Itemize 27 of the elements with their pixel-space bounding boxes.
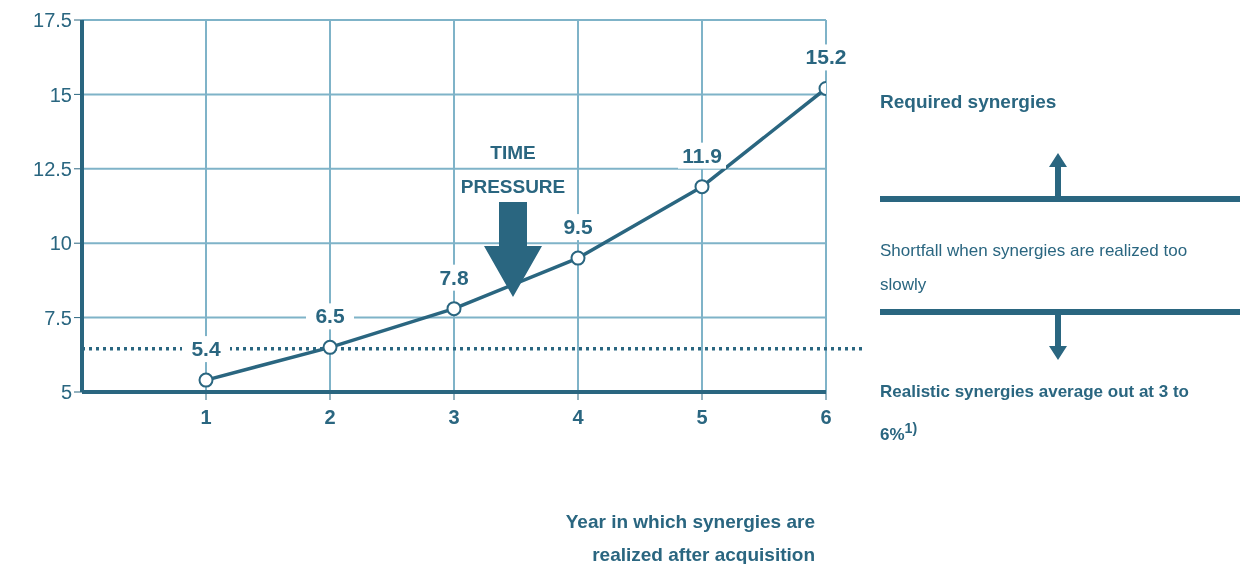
data-label: 11.9 [682, 143, 722, 167]
point [694, 179, 710, 195]
data-label: 5.4 [191, 337, 221, 361]
x-tick-label: 6 [820, 406, 832, 429]
y-tick-label: 10 [49, 232, 72, 255]
y-tick-label: 5 [60, 381, 72, 404]
x-tick-label: 3 [448, 406, 460, 429]
x-tick-label: 2 [324, 406, 336, 429]
data-label: 9.5 [563, 215, 593, 239]
annotation: TIME PRESSURE [459, 141, 567, 199]
x-tick-label: 4 [572, 406, 585, 429]
x-tick-label: 5 [696, 406, 708, 429]
data-label: 6.5 [315, 304, 345, 328]
data-label: 15.2 [805, 45, 847, 69]
y-tick-label: 7.5 [44, 306, 72, 329]
y-tick-label: 15 [49, 83, 72, 106]
data-label: 7.8 [439, 265, 469, 289]
y-tick-label: 12.5 [33, 157, 72, 180]
text: Required synergies [880, 91, 1057, 113]
x-tick-label: 1 [200, 406, 212, 429]
point [446, 301, 462, 317]
point [198, 372, 214, 388]
point [322, 339, 338, 355]
text: Shortfall when synergies are realized too slowly [880, 240, 1189, 296]
y-tick-label: 17.5 [33, 9, 72, 32]
text: Realistic synergies average out at 3 to 6%$^{1)}$ [880, 382, 1189, 444]
point [570, 250, 586, 266]
